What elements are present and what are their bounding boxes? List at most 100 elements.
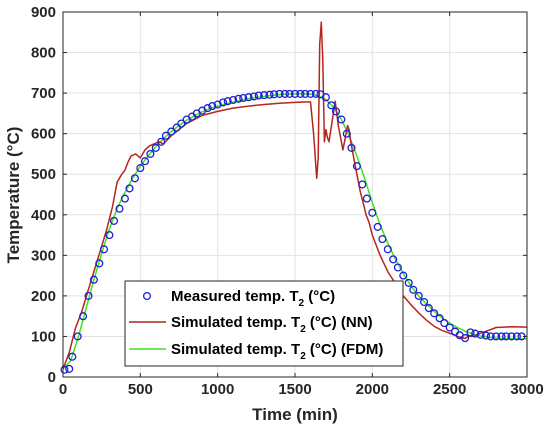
measured-point [404, 278, 413, 287]
y-tick-label: 400 [31, 207, 56, 224]
measured-point [244, 93, 253, 102]
x-axis-label: Time (min) [252, 405, 338, 424]
measured-point [378, 235, 387, 244]
measured-point [167, 127, 176, 136]
measured-point [311, 89, 320, 98]
measured-point [461, 334, 470, 343]
measured-point [306, 89, 315, 98]
y-tick-label: 300 [31, 247, 56, 264]
measured-point [420, 297, 429, 307]
measured-point [73, 332, 82, 341]
measured-point [239, 93, 248, 103]
measured-point [280, 89, 289, 98]
measured-point [161, 131, 170, 140]
measured-point [373, 222, 382, 231]
legend-label-fdm: Simulated temp. T2 (°C) (FDM) [171, 341, 383, 362]
x-tick-label: 1500 [278, 381, 311, 398]
measured-point [254, 91, 263, 100]
measured-point [466, 328, 475, 337]
measured-point [223, 97, 232, 106]
measured-point [512, 332, 521, 341]
measured-point [177, 119, 186, 128]
legend-box [124, 280, 404, 367]
measured-point [358, 180, 367, 189]
measured-point [65, 364, 74, 373]
measured-point [393, 263, 402, 272]
measured-point [301, 89, 310, 98]
measured-point [115, 204, 124, 213]
measured-point [203, 104, 212, 113]
measured-point [234, 94, 243, 103]
measured-point [260, 91, 269, 100]
measured-point [507, 332, 516, 341]
measured-point [157, 137, 166, 146]
measured-point [435, 314, 444, 323]
x-tick-label: 2000 [356, 381, 389, 398]
measured-point [502, 332, 511, 341]
measured-point [125, 184, 134, 193]
measured-point [136, 164, 145, 173]
x-tick-label: 1000 [201, 381, 234, 398]
y-tick-label: 700 [31, 85, 56, 102]
measured-point [389, 255, 398, 264]
measured-point [476, 330, 485, 339]
measured-point [130, 174, 139, 183]
measured-point [290, 89, 300, 98]
series-line-fdm [62, 93, 527, 370]
series-line-nn [62, 21, 528, 370]
measured-point [481, 331, 491, 340]
y-tick-label: 100 [31, 328, 56, 345]
measured-point [368, 208, 377, 217]
measured-point [105, 231, 114, 240]
measured-point [347, 143, 356, 152]
measured-point [337, 115, 346, 124]
x-tick-label: 3000 [510, 381, 543, 398]
y-tick-label: 600 [31, 126, 56, 143]
legend: Measured temp. T2 (°C) Simulated temp. T… [124, 280, 404, 367]
measured-point [172, 123, 181, 132]
measured-point [362, 194, 371, 203]
measured-point [296, 89, 305, 98]
y-tick-label: 200 [31, 288, 56, 305]
measured-point [208, 102, 217, 111]
measured-point [120, 194, 129, 203]
measured-point [471, 329, 480, 338]
measured-point [409, 285, 418, 294]
measured-point [492, 332, 501, 341]
measured-point [79, 312, 88, 321]
measured-point [497, 332, 506, 341]
measured-point [95, 259, 104, 268]
measured-point [140, 157, 150, 166]
measured-point [99, 245, 109, 254]
measured-point [342, 129, 351, 138]
x-tick-label: 0 [59, 381, 67, 398]
measured-point [383, 245, 392, 254]
measured-point [151, 143, 160, 152]
measured-point [486, 332, 495, 341]
measured-point [327, 101, 336, 110]
measured-point [60, 365, 69, 374]
measured-point [68, 352, 77, 361]
measured-point [424, 304, 433, 313]
measured-point [213, 100, 222, 109]
legend-label-nn: Simulated temp. T2 (°C) (NN) [171, 314, 373, 335]
measured-point [275, 89, 284, 98]
measured-point [109, 216, 119, 225]
measured-point [414, 291, 423, 300]
y-tick-label: 900 [31, 4, 56, 21]
x-tick-label: 500 [128, 381, 153, 398]
measured-point [399, 271, 408, 280]
x-tick-label: 2500 [433, 381, 466, 398]
measured-point [331, 107, 341, 116]
measured-point [430, 309, 439, 318]
y-tick-label: 500 [31, 166, 56, 183]
measured-point [440, 319, 449, 328]
measured-point [270, 90, 279, 99]
measured-point [321, 93, 330, 102]
y-axis-label: Temperature (°C) [4, 127, 23, 264]
measured-point [89, 275, 98, 284]
measured-point [146, 149, 155, 158]
y-tick-label: 800 [31, 45, 56, 62]
legend-marker-measured [142, 291, 152, 301]
measured-point [265, 90, 274, 99]
